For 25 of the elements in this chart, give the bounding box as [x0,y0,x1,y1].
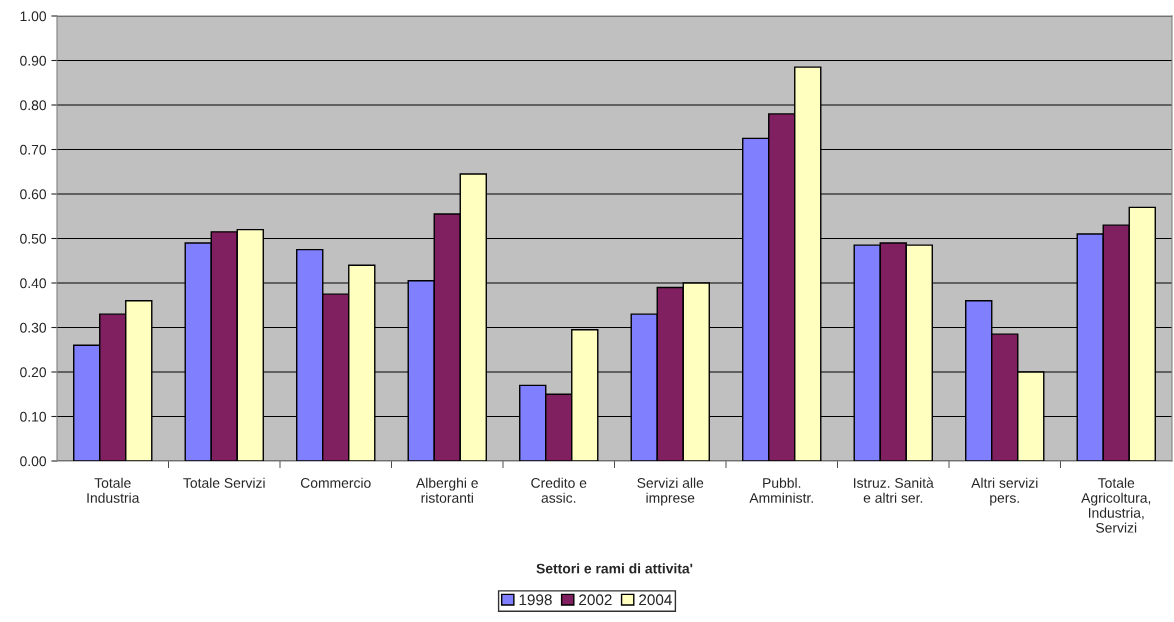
y-tick-label: 0.70 [20,144,47,155]
y-tick-label: 0.20 [20,367,47,378]
x-tick-label: Credito e assic. [531,477,587,503]
y-tick-label: 0.80 [20,100,47,111]
legend-label: 2004 [639,594,672,606]
x-axis-title: Settori e rami di attivita' [536,563,693,574]
x-tick-label: Alberghi e ristoranti [416,477,478,503]
legend-label: 2002 [579,594,612,606]
y-tick-label: 0.60 [20,189,47,200]
legend-label: 1998 [519,594,552,606]
x-tick-label: Pubbl. Amministr. [749,477,813,503]
y-tick-label: 0.10 [20,411,47,422]
y-tick-label: 0.30 [20,322,47,333]
y-tick-label: 0.00 [20,456,47,467]
x-tick-label: Totale Servizi [183,477,265,488]
y-tick-label: 1.00 [20,11,47,22]
y-tick-label: 0.40 [20,278,47,289]
x-tick-label: Commercio [300,477,371,488]
x-tick-label: Servizi alle imprese [637,477,704,506]
x-tick-label: Totale Industria [87,477,140,503]
y-tick-label: 0.50 [20,233,47,244]
y-tick-label: 0.90 [20,55,47,66]
x-tick-label: Altri servizi pers. [971,477,1038,506]
x-tick-label: Istruz. Sanità e altri ser. [854,477,934,503]
x-tick-label: Totale Agricoltura, Industria, Servizi [1081,477,1151,533]
